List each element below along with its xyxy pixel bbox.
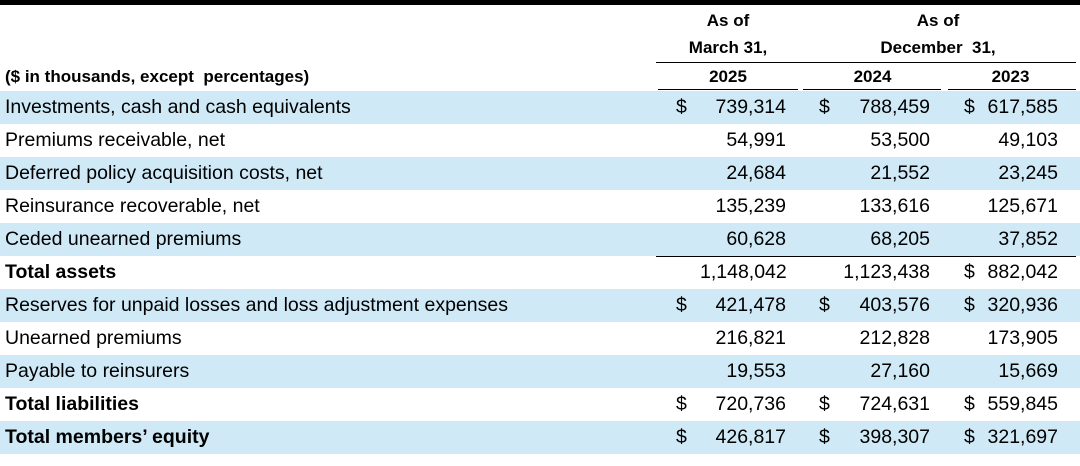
value-2023: 15,669 — [998, 360, 1058, 382]
value-2024: 724,631 — [859, 393, 931, 415]
currency-symbol: $ — [819, 294, 830, 316]
header-year-2023: 2023 — [991, 67, 1030, 86]
table-row: Unearned premiums 216,821 212,828 173,90… — [0, 322, 1080, 355]
table-row-total-liabilities: Total liabilities $ 720,736 $ 724,631 $ … — [0, 388, 1080, 421]
value-2024: 133,616 — [859, 195, 931, 217]
value-2024: 403,576 — [859, 294, 931, 316]
row-label: Total members’ equity — [5, 426, 210, 448]
table-row: Reserves for unpaid losses and loss adju… — [0, 289, 1080, 322]
value-2025: 421,478 — [715, 294, 787, 316]
value-2023: 37,852 — [998, 228, 1058, 250]
subtotal-rule — [656, 256, 1076, 257]
row-label: Payable to reinsurers — [5, 360, 190, 382]
value-2023: 617,585 — [987, 96, 1059, 118]
currency-symbol: $ — [819, 393, 830, 415]
row-label: Deferred policy acquisition costs, net — [5, 162, 323, 184]
table-row: Ceded unearned premiums 60,628 68,205 37… — [0, 223, 1080, 256]
value-2025: 54,991 — [726, 129, 786, 151]
table-row: Premiums receivable, net 54,991 53,500 4… — [0, 124, 1080, 157]
value-2023: 125,671 — [987, 195, 1059, 217]
table-row: Reinsurance recoverable, net 135,239 133… — [0, 190, 1080, 223]
value-2025: 739,314 — [715, 96, 787, 118]
header-col1-as-of: As of — [706, 11, 750, 30]
value-2024: 21,552 — [870, 162, 930, 184]
value-2024: 1,123,438 — [843, 261, 930, 283]
value-2025: 1,148,042 — [700, 261, 787, 283]
value-2024: 53,500 — [870, 129, 930, 151]
year-rule-2025 — [658, 89, 798, 90]
value-2024: 68,205 — [870, 228, 930, 250]
value-2023: 321,697 — [987, 426, 1059, 448]
header-col23-date: December 31, — [880, 38, 996, 57]
table-row: Deferred policy acquisition costs, net 2… — [0, 157, 1080, 190]
year-rule-2024 — [803, 89, 941, 90]
currency-symbol: $ — [676, 96, 687, 118]
currency-symbol: $ — [819, 426, 830, 448]
currency-symbol: $ — [964, 261, 975, 283]
value-2023: 320,936 — [987, 294, 1059, 316]
value-2023: 882,042 — [987, 261, 1059, 283]
row-label: Reserves for unpaid losses and loss adju… — [5, 294, 508, 316]
value-2024: 398,307 — [859, 426, 931, 448]
value-2025: 60,628 — [726, 228, 786, 250]
value-2025: 426,817 — [715, 426, 787, 448]
currency-symbol: $ — [964, 96, 975, 118]
row-label: Total assets — [5, 261, 117, 283]
value-2024: 212,828 — [859, 327, 931, 349]
value-2025: 216,821 — [715, 327, 787, 349]
value-2023: 173,905 — [987, 327, 1059, 349]
year-rule-2023 — [948, 89, 1076, 90]
table-row-total-assets: Total assets 1,148,042 1,123,438 $ 882,0… — [0, 256, 1080, 289]
header-year-2025: 2025 — [709, 67, 747, 86]
currency-symbol: $ — [676, 294, 687, 316]
row-label: Investments, cash and cash equivalents — [5, 96, 351, 118]
units-label: ($ in thousands, except percentages) — [5, 67, 310, 86]
currency-symbol: $ — [964, 393, 975, 415]
table-row-total-equity: Total members’ equity $ 426,817 $ 398,30… — [0, 421, 1080, 454]
balance-sheet-table: Investments, cash and cash equivalents $… — [0, 91, 1080, 454]
currency-symbol: $ — [676, 426, 687, 448]
currency-symbol: $ — [964, 426, 975, 448]
header-rule — [656, 62, 1076, 63]
header-col23-as-of: As of — [916, 11, 960, 30]
value-2023: 23,245 — [998, 162, 1058, 184]
currency-symbol: $ — [964, 294, 975, 316]
value-2025: 24,684 — [726, 162, 786, 184]
value-2025: 19,553 — [726, 360, 786, 382]
table-row: Investments, cash and cash equivalents $… — [0, 91, 1080, 124]
header-col1-date: March 31, — [688, 38, 768, 57]
row-label: Reinsurance recoverable, net — [5, 195, 260, 217]
header-year-2024: 2024 — [853, 67, 892, 86]
value-2023: 49,103 — [998, 129, 1058, 151]
value-2025: 720,736 — [715, 393, 787, 415]
value-2024: 27,160 — [870, 360, 930, 382]
value-2024: 788,459 — [859, 96, 931, 118]
value-2025: 135,239 — [715, 195, 787, 217]
top-rule — [0, 0, 1080, 5]
value-2023: 559,845 — [987, 393, 1059, 415]
currency-symbol: $ — [819, 96, 830, 118]
currency-symbol: $ — [676, 393, 687, 415]
row-label: Premiums receivable, net — [5, 129, 226, 151]
row-label: Ceded unearned premiums — [5, 228, 242, 250]
row-label: Unearned premiums — [5, 327, 182, 349]
row-label: Total liabilities — [5, 393, 139, 415]
table-row: Payable to reinsurers 19,553 27,160 15,6… — [0, 355, 1080, 388]
